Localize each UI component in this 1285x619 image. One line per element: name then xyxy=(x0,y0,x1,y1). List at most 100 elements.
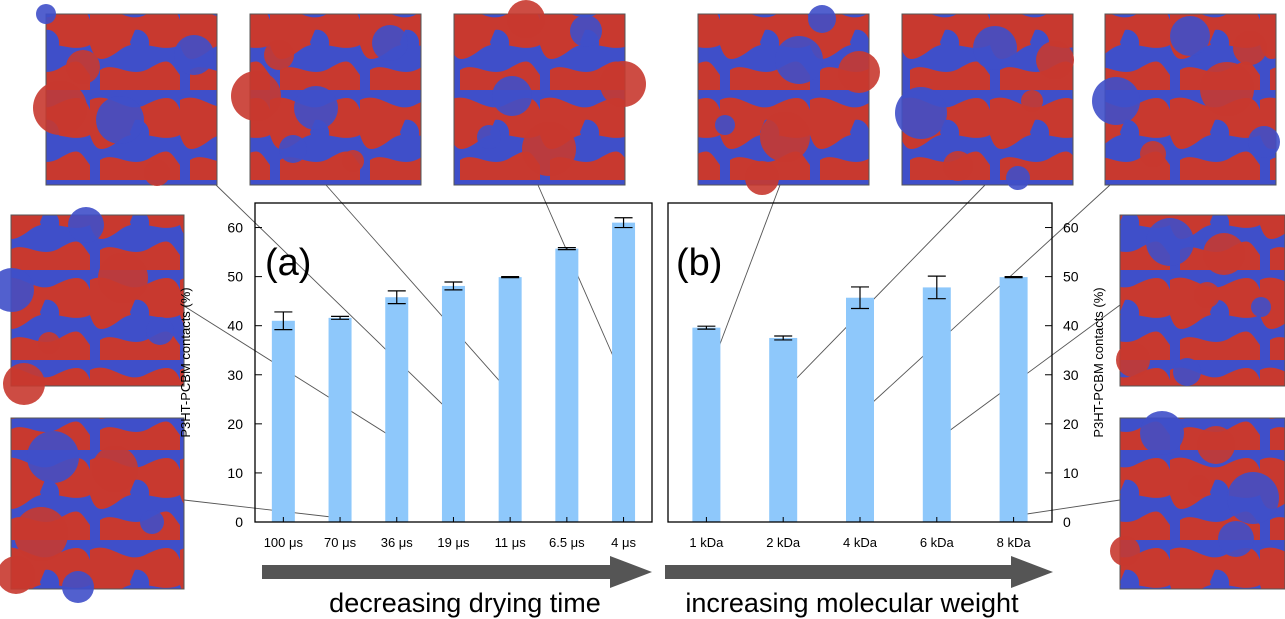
snapshot-domain xyxy=(1173,358,1201,386)
snapshot-domain xyxy=(745,161,779,195)
snapshot-domain xyxy=(98,253,148,303)
snapshot-domain xyxy=(492,76,532,116)
plot-frame xyxy=(667,202,1053,523)
snapshot-domain xyxy=(522,122,576,176)
arrow-shaft xyxy=(262,565,612,579)
snapshot-domain xyxy=(1092,77,1140,125)
morphology-snapshot-4 xyxy=(697,5,880,195)
y-tick-label: 30 xyxy=(1063,367,1079,383)
y-axis-label: P3HT-PCBM contacts (%) xyxy=(1091,287,1106,437)
connector-line xyxy=(537,184,624,381)
y-tick-label: 10 xyxy=(1063,465,1079,481)
x-tick-label: 70 μs xyxy=(324,535,357,550)
snapshot-domain xyxy=(1203,233,1245,275)
snapshot-domain xyxy=(1170,16,1210,56)
x-tick-label: 100 μs xyxy=(264,535,304,550)
bar xyxy=(271,320,295,522)
y-tick-label: 60 xyxy=(1063,220,1079,236)
morphology-snapshot-8 xyxy=(0,417,185,603)
snapshot-domain xyxy=(231,71,281,121)
x-tick-label: 6 kDa xyxy=(920,535,955,550)
snapshot-domain xyxy=(1146,218,1194,266)
arrow-head xyxy=(1011,556,1053,588)
snapshot-domain xyxy=(1194,282,1220,308)
snapshot-domain xyxy=(92,446,138,492)
snapshot-domain xyxy=(1006,166,1030,190)
arrow-caption: increasing molecular weight xyxy=(685,588,1019,618)
snapshot-domain xyxy=(1200,62,1254,116)
snapshot-domain xyxy=(96,96,144,144)
y-tick-label: 60 xyxy=(227,220,243,236)
bar xyxy=(385,297,409,522)
snapshot-domain xyxy=(600,61,646,107)
x-tick-label: 1 kDa xyxy=(689,535,724,550)
y-tick-label: 30 xyxy=(227,367,243,383)
connector-line xyxy=(1013,499,1121,517)
snapshot-domain xyxy=(1227,472,1279,524)
y-axis-label: P3HT-PCBM contacts (%) xyxy=(178,287,193,437)
bar xyxy=(999,277,1028,522)
y-tick-label: 40 xyxy=(227,318,243,334)
snapshot-domain xyxy=(507,0,545,38)
connector-line xyxy=(782,184,986,393)
connector-line xyxy=(936,304,1121,441)
snapshot-domain xyxy=(1188,475,1210,497)
snapshot-domain xyxy=(0,268,34,312)
snapshot-domain xyxy=(68,207,104,243)
bar xyxy=(769,337,798,522)
plot-frame xyxy=(254,202,653,523)
snapshot-domain xyxy=(140,510,164,534)
snapshot-domain xyxy=(146,317,174,345)
y-tick-label: 50 xyxy=(1063,269,1079,285)
morphology-snapshot-2 xyxy=(231,13,422,186)
morphology-snapshot-10 xyxy=(1110,411,1285,590)
snapshot-domain xyxy=(279,135,307,163)
snapshot-domain xyxy=(570,15,602,47)
snapshot-image xyxy=(10,214,185,387)
connector-line xyxy=(325,184,511,394)
snapshot-domain xyxy=(33,81,87,135)
chart-panel-a: 100 μs 70 μs 36 μs 19 μs 11 μs 6.5 μs 4 μs 0 10 2… xyxy=(178,202,653,550)
x-tick-label: 11 μs xyxy=(495,535,527,550)
panel-label: (b) xyxy=(676,242,722,284)
snapshot-domain xyxy=(1218,521,1254,557)
snapshot-domain xyxy=(477,125,501,149)
snapshot-domain xyxy=(1036,41,1074,79)
snapshot-domain xyxy=(1116,343,1150,377)
y-tick-label: 20 xyxy=(1063,416,1079,432)
arrow-caption: decreasing drying time xyxy=(329,588,601,618)
bar xyxy=(328,317,352,522)
snapshot-domain xyxy=(838,51,880,93)
snapshot-domain xyxy=(1233,31,1267,65)
x-tick-label: 36 μs xyxy=(381,535,414,550)
morphology-snapshot-6 xyxy=(1092,13,1280,186)
morphology-snapshot-3 xyxy=(453,0,646,186)
snapshot-domain xyxy=(14,507,68,561)
snapshot-domain xyxy=(808,5,836,33)
x-tick-label: 4 kDa xyxy=(843,535,878,550)
snapshot-domain xyxy=(1110,536,1140,566)
snapshot-domain xyxy=(973,26,1017,70)
morphology-snapshot-5 xyxy=(895,13,1074,190)
snapshot-domain xyxy=(36,4,56,24)
panel-label: (a) xyxy=(265,242,311,284)
snapshot-domain xyxy=(1248,126,1280,158)
bar xyxy=(612,222,636,522)
y-tick-label: 20 xyxy=(227,416,243,432)
direction-arrow-b: increasing molecular weight xyxy=(665,556,1053,618)
x-tick-label: 6.5 μs xyxy=(549,535,585,550)
snapshot-domain xyxy=(38,332,60,354)
snapshot-domain xyxy=(264,40,294,70)
snapshot-domain xyxy=(760,112,810,162)
y-tick-label: 40 xyxy=(1063,318,1079,334)
snapshot-domain xyxy=(943,151,973,181)
snapshot-domain xyxy=(27,431,79,483)
arrow-shaft xyxy=(665,565,1013,579)
morphology-snapshot-7 xyxy=(0,207,185,405)
snapshot-domain xyxy=(3,363,45,405)
chart-panel-b: 1 kDa 2 kDa 4 kDa 6 kDa 8 kDa 0 10 20 30 40 50 60 P3… xyxy=(667,202,1106,550)
snapshot-domain xyxy=(1251,297,1271,317)
y-tick-label: 0 xyxy=(1063,514,1071,530)
snapshot-domain xyxy=(174,35,214,75)
